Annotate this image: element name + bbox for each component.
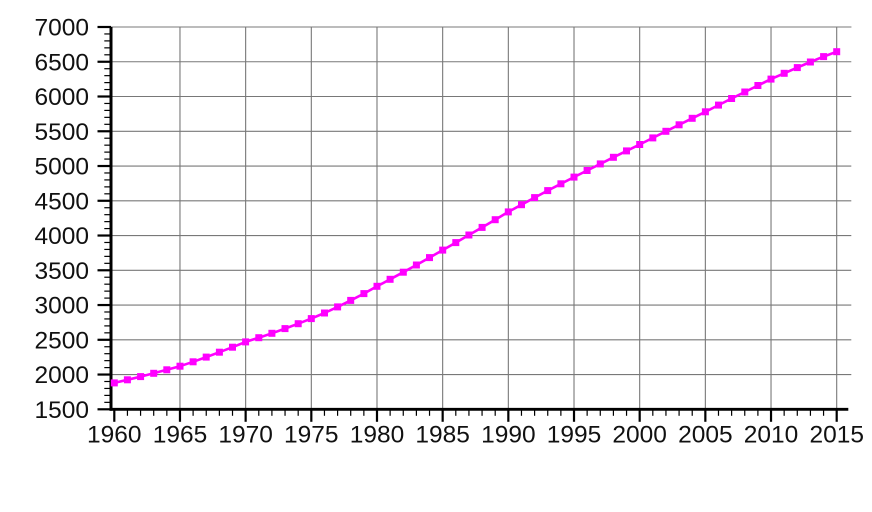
series-marker-square bbox=[780, 69, 788, 77]
series-marker-square bbox=[307, 315, 315, 323]
series-marker-square bbox=[662, 127, 670, 135]
series-marker-square bbox=[137, 373, 145, 381]
series-marker-square bbox=[334, 303, 342, 311]
series-marker-square bbox=[820, 53, 828, 61]
y-tick-label: 7000 bbox=[34, 15, 89, 42]
series-marker-square bbox=[518, 201, 525, 209]
series-marker-square bbox=[281, 325, 289, 333]
axis-ticks bbox=[97, 25, 838, 422]
series-marker-square bbox=[439, 246, 447, 254]
x-tick-label: 2015 bbox=[809, 422, 864, 449]
y-tick-labels: 1500 2000 2500 3000 3500 4000 4500 5000 5500 6000… bbox=[34, 15, 89, 424]
y-tick-label: 3000 bbox=[34, 293, 89, 320]
series-marker-square bbox=[754, 82, 762, 89]
y-tick-label: 4000 bbox=[34, 223, 89, 250]
x-tick-label: 1960 bbox=[87, 422, 142, 449]
series-marker-square bbox=[294, 320, 302, 328]
series-marker-square bbox=[688, 114, 696, 122]
series-marker-square bbox=[557, 180, 565, 188]
series-marker-square bbox=[609, 153, 617, 161]
series-marker-square bbox=[623, 147, 630, 155]
series-marker-square bbox=[110, 379, 118, 387]
series-marker-square bbox=[150, 369, 158, 377]
y-tick-label: 2500 bbox=[34, 327, 89, 354]
series-marker-square bbox=[793, 64, 801, 72]
y-tick-label: 3500 bbox=[34, 258, 89, 285]
series-marker-square bbox=[189, 358, 197, 366]
series-marker-square bbox=[675, 121, 683, 129]
series-marker-square bbox=[465, 231, 473, 239]
series-marker-square bbox=[163, 366, 171, 374]
x-tick-label: 1975 bbox=[284, 422, 339, 449]
x-tick-label: 1970 bbox=[218, 422, 273, 449]
series-marker-square bbox=[570, 173, 578, 181]
series-marker-square bbox=[242, 338, 250, 346]
series-marker-square bbox=[544, 187, 552, 195]
series-marker-square bbox=[636, 141, 644, 148]
series-marker-square bbox=[386, 275, 394, 283]
series-marker-square bbox=[767, 75, 775, 83]
series-marker-square bbox=[229, 343, 236, 351]
series-marker-square bbox=[426, 254, 433, 262]
data-series-annual-values bbox=[110, 48, 841, 387]
y-tick-label: 5000 bbox=[34, 154, 89, 181]
series-marker-square bbox=[268, 329, 276, 337]
series-marker-square bbox=[715, 101, 722, 109]
y-tick-label: 6500 bbox=[34, 49, 89, 76]
series-marker-square bbox=[491, 216, 499, 224]
series-marker-square bbox=[321, 309, 328, 317]
series-marker-square bbox=[347, 296, 355, 304]
series-marker-square bbox=[215, 348, 223, 356]
y-tick-label: 1500 bbox=[34, 397, 89, 424]
series-marker-square bbox=[741, 88, 749, 96]
series-marker-square bbox=[806, 58, 814, 66]
series-marker-square bbox=[373, 282, 381, 290]
series-marker-square bbox=[504, 208, 512, 216]
series-marker-square bbox=[728, 95, 736, 102]
series-marker-square bbox=[202, 353, 210, 361]
series-marker-square bbox=[255, 334, 263, 342]
x-tick-label: 2000 bbox=[612, 422, 667, 449]
x-tick-label: 1965 bbox=[153, 422, 208, 449]
series-marker-square bbox=[123, 376, 131, 384]
series-marker-square bbox=[399, 268, 407, 276]
x-tick-label: 1995 bbox=[547, 422, 602, 449]
series-marker-square bbox=[360, 290, 368, 298]
x-tick-label: 1990 bbox=[481, 422, 536, 449]
x-tick-label: 1985 bbox=[415, 422, 470, 449]
x-tick-label: 1980 bbox=[350, 422, 405, 449]
y-tick-label: 6000 bbox=[34, 84, 89, 111]
y-tick-label: 5500 bbox=[34, 119, 89, 146]
series-marker-square bbox=[176, 362, 184, 370]
series-marker-square bbox=[701, 108, 709, 116]
series-marker-square bbox=[833, 48, 841, 56]
series-marker-square bbox=[478, 223, 486, 231]
series-marker-square bbox=[649, 134, 657, 142]
y-tick-label: 4500 bbox=[34, 188, 89, 215]
series-marker-square bbox=[531, 194, 539, 202]
x-tick-label: 2010 bbox=[744, 422, 799, 449]
series-marker-square bbox=[452, 239, 460, 247]
axes bbox=[109, 26, 852, 411]
series-marker-square bbox=[583, 167, 591, 174]
y-tick-label: 2000 bbox=[34, 362, 89, 389]
series-marker-square bbox=[596, 160, 604, 168]
x-tick-label: 2005 bbox=[678, 422, 733, 449]
x-tick-labels: 1960 1965 1970 1975 1980 1985 1990 1995 2000 2005… bbox=[87, 422, 864, 449]
series-marker-square bbox=[412, 261, 420, 269]
